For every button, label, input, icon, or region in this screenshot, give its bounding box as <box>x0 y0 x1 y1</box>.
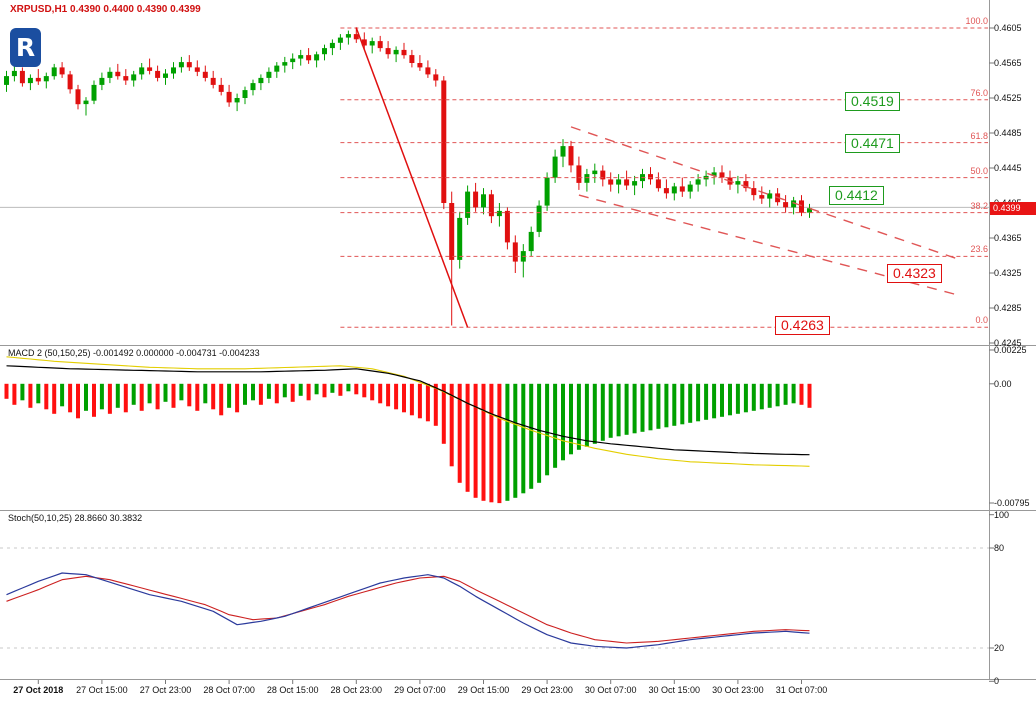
fib-level-label: 61.8 <box>970 130 988 141</box>
time-axis-label: 30 Oct 15:00 <box>648 685 701 695</box>
time-axis-label: 27 Oct 2018 <box>13 685 64 695</box>
macd-axis-label: 0.00225 <box>994 345 1027 355</box>
price-level-box-red[interactable]: 0.4263 <box>775 316 830 336</box>
stoch-axis-label: 100 <box>994 509 1010 520</box>
chart-title-ohlc: XRPUSD,H1 0.4390 0.4400 0.4390 0.4399 <box>10 4 201 15</box>
fib-level-label: 38.2 <box>970 200 988 211</box>
price-axis-label: 0.4445 <box>994 163 1022 173</box>
time-axis-label: 29 Oct 15:00 <box>457 685 510 695</box>
price-level-box-green[interactable]: 0.4519 <box>845 92 900 112</box>
price-axis-label: 0.4285 <box>994 303 1022 313</box>
stoch-indicator-label: Stoch(50,10,25) 28.8660 30.3832 <box>8 513 143 523</box>
current-price-badge: 0.4399 <box>990 201 1036 215</box>
price-axis-label: 0.4565 <box>994 58 1022 68</box>
time-axis-label: 28 Oct 07:00 <box>203 685 255 695</box>
price-axis-label: 0.4245 <box>994 338 1022 348</box>
macd-axis-label: 0.00 <box>994 378 1012 389</box>
stoch-axis-label: 80 <box>994 543 1005 553</box>
price-level-box-green[interactable]: 0.4412 <box>829 185 884 205</box>
time-axis-label: 28 Oct 15:00 <box>266 685 319 695</box>
time-axis-label: 30 Oct 07:00 <box>584 685 637 695</box>
fib-level-label: 50.0 <box>970 165 988 176</box>
broker-logo-letter: R <box>15 33 36 62</box>
price-level-box-green[interactable]: 0.4471 <box>845 134 900 154</box>
time-axis-label: 31 Oct 07:00 <box>775 685 828 695</box>
time-axis-label: 27 Oct 23:00 <box>139 685 192 695</box>
time-axis-label: 29 Oct 23:00 <box>521 685 573 695</box>
price-axis-label: 0.4605 <box>994 23 1022 33</box>
price-axis-label: 0.4365 <box>994 233 1022 243</box>
macd-indicator-label: MACD 2 (50,150,25) -0.001492 0.000000 -0… <box>8 348 260 358</box>
fib-level-label: 76.0 <box>970 87 988 98</box>
time-axis-label: 29 Oct 07:00 <box>394 685 446 695</box>
time-axis-label: 30 Oct 23:00 <box>712 685 764 695</box>
macd-axis-label: -0.00795 <box>994 498 1030 508</box>
price-axis-label: 0.4325 <box>994 268 1022 278</box>
stoch-axis-label: 20 <box>994 643 1005 653</box>
fib-level-label: 23.6 <box>970 244 988 255</box>
stoch-axis-label: 0 <box>994 676 1000 687</box>
fib-level-label: 100.0 <box>965 16 988 26</box>
price-level-box-red[interactable]: 0.4323 <box>887 263 942 283</box>
price-axis-label: 0.4485 <box>994 128 1022 138</box>
fib-level-label: 0.0 <box>975 315 988 326</box>
time-axis-label: 27 Oct 15:00 <box>76 685 128 695</box>
broker-logo: R <box>10 28 41 67</box>
price-axis-label: 0.4525 <box>994 93 1022 103</box>
time-axis-label: 28 Oct 23:00 <box>330 685 383 695</box>
